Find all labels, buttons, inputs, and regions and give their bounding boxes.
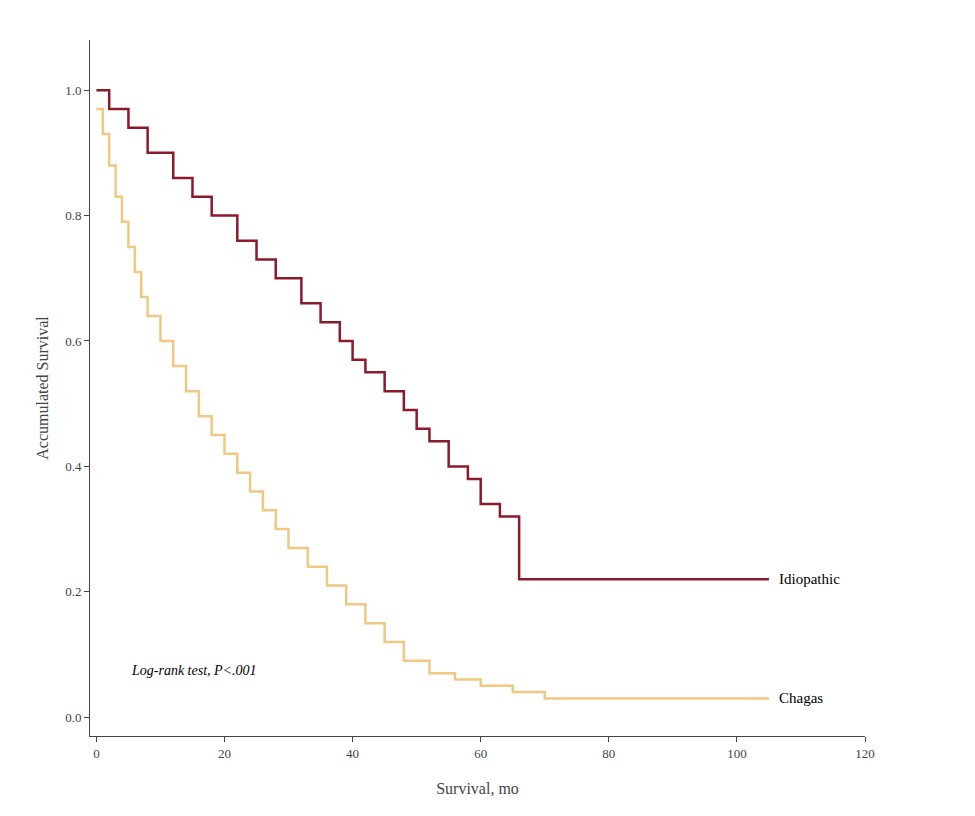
svg-text:Log-rank test, P<.001: Log-rank test, P<.001 [131,663,257,678]
svg-text:1.0: 1.0 [65,83,81,98]
svg-text:Accumulated Survival: Accumulated Survival [34,316,51,460]
svg-text:0: 0 [93,746,100,761]
svg-text:100: 100 [727,746,747,761]
svg-text:60: 60 [474,746,487,761]
svg-text:0.6: 0.6 [65,334,82,349]
svg-text:0.8: 0.8 [65,208,81,223]
svg-text:0.0: 0.0 [65,710,81,725]
svg-text:40: 40 [346,746,359,761]
svg-text:0.4: 0.4 [65,459,82,474]
svg-text:Survival, mo: Survival, mo [436,780,519,797]
svg-text:120: 120 [855,746,875,761]
svg-text:0.2: 0.2 [65,584,81,599]
svg-text:80: 80 [602,746,615,761]
svg-text:Idiopathic: Idiopathic [779,571,840,587]
svg-text:20: 20 [218,746,231,761]
svg-text:Chagas: Chagas [779,690,823,706]
